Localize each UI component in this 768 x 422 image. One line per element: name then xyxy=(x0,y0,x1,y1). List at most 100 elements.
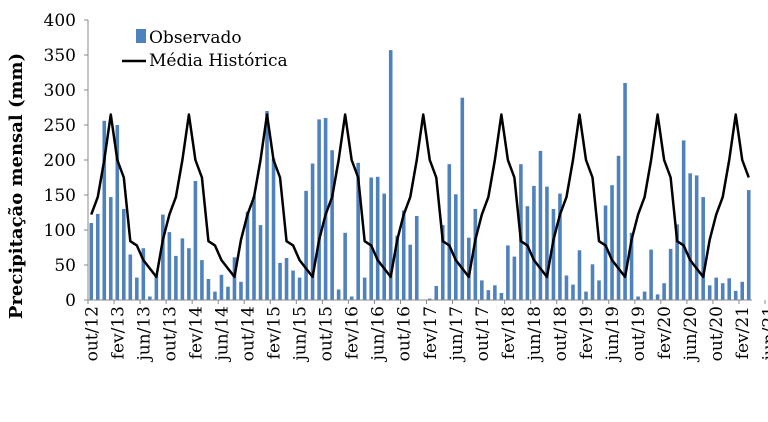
x-tick-label: fev/15 xyxy=(265,306,285,359)
bar-observed xyxy=(694,175,699,300)
y-tick-label: 100 xyxy=(44,221,76,241)
x-tick-label: fev/13 xyxy=(108,306,128,359)
bar-observed xyxy=(558,193,562,300)
bar-observed xyxy=(375,176,380,300)
bar-observed xyxy=(733,290,738,300)
bar-observed xyxy=(564,275,569,300)
bar-observed xyxy=(297,277,302,300)
y-tick-label: 200 xyxy=(44,151,76,171)
bar-observed xyxy=(675,224,679,300)
bar-observed xyxy=(714,277,718,300)
y-tick-label: 150 xyxy=(44,186,76,206)
bar-observed xyxy=(688,173,692,300)
bar-observed xyxy=(551,209,556,300)
bar-observed xyxy=(493,285,497,300)
bar-observed xyxy=(245,211,250,300)
historical-average-line-layer xyxy=(90,113,750,279)
x-tick-label: fev/16 xyxy=(343,306,363,359)
x-tick-label: jun/21 xyxy=(759,306,768,363)
legend-average-label: Média Histórica xyxy=(149,51,288,71)
bar-observed xyxy=(213,291,217,300)
bar-observed xyxy=(161,214,165,300)
bar-observed xyxy=(265,111,269,300)
x-tick-label: out/18 xyxy=(551,306,571,361)
bar-observed xyxy=(95,213,100,300)
bar-observed xyxy=(597,280,601,300)
bar-observed xyxy=(310,163,315,300)
x-tick-label: out/14 xyxy=(238,306,258,361)
x-tick-label: jun/13 xyxy=(134,306,154,363)
x-tick-label: jun/19 xyxy=(603,306,623,363)
bar-observed xyxy=(330,150,334,300)
bar-observed xyxy=(623,83,627,300)
bar-observed xyxy=(219,274,224,300)
x-tick-label: jun/20 xyxy=(681,306,701,363)
bar-observed xyxy=(727,278,732,300)
y-tick-label: 300 xyxy=(44,81,76,101)
bar-observed xyxy=(369,177,373,300)
bar-observed xyxy=(395,235,400,300)
y-axis-label: Precipitação mensal (mm) xyxy=(6,53,27,319)
x-tick-label: jun/18 xyxy=(525,306,545,363)
x-tick-label: fev/19 xyxy=(577,306,597,359)
bar-observed xyxy=(668,248,673,300)
bar-observed xyxy=(649,249,653,300)
bar-observed xyxy=(603,205,608,300)
bar-observed xyxy=(538,150,543,300)
x-tick-label: out/20 xyxy=(707,306,727,361)
bar-observed xyxy=(317,119,321,301)
bar-observed xyxy=(349,296,354,300)
observed-bars xyxy=(89,50,751,301)
bar-observed xyxy=(545,186,549,300)
bar-observed xyxy=(128,254,133,300)
bar-observed xyxy=(454,194,458,300)
bar-observed xyxy=(174,255,178,300)
x-tick-label: fev/20 xyxy=(655,306,675,359)
bar-observed xyxy=(447,164,452,300)
bar-observed xyxy=(571,284,575,300)
bar-observed xyxy=(89,223,94,300)
legend-observed-swatch xyxy=(136,29,146,43)
bar-observed xyxy=(232,257,237,300)
x-tick-label: jun/16 xyxy=(369,306,389,363)
bar-observed xyxy=(356,162,360,300)
x-tick-label: out/13 xyxy=(160,306,180,361)
bar-observed xyxy=(141,248,146,300)
bar-observed xyxy=(532,185,536,300)
x-tick-label: jun/15 xyxy=(291,306,311,363)
bar-observed xyxy=(388,50,393,300)
x-tick-label: fev/18 xyxy=(499,306,519,359)
historical-average-line xyxy=(90,113,750,279)
bar-observed xyxy=(291,270,295,300)
bar-observed xyxy=(473,209,478,300)
y-tick-label: 350 xyxy=(44,46,76,66)
x-tick-label: out/17 xyxy=(473,306,493,361)
bar-observed xyxy=(343,232,347,300)
bar-observed xyxy=(284,258,289,300)
y-tick-label: 50 xyxy=(54,256,76,276)
y-tick-labels: 0 50 100 150 200 250 300 350 400 xyxy=(44,11,76,311)
bar-observed xyxy=(382,193,386,300)
bar-observed xyxy=(258,225,263,300)
y-tick-label: 250 xyxy=(44,116,76,136)
x-tick-label: fev/17 xyxy=(421,306,441,359)
x-tick-label: jun/14 xyxy=(212,306,232,363)
bar-observed xyxy=(200,260,204,300)
bar-observed xyxy=(655,294,660,300)
x-tick-label: out/19 xyxy=(629,306,649,361)
bar-observed xyxy=(525,206,530,300)
bar-observed xyxy=(746,190,751,300)
bar-observed xyxy=(506,245,510,300)
bar-observed xyxy=(108,197,113,300)
bar-observed xyxy=(336,289,341,300)
bar-observed xyxy=(401,210,406,300)
bar-observed xyxy=(590,264,595,300)
x-tick-label: out/16 xyxy=(395,306,415,361)
bar-observed xyxy=(499,293,504,300)
bar-observed xyxy=(252,196,256,300)
bar-observed xyxy=(740,281,745,300)
bar-observed xyxy=(154,274,159,300)
x-tick-label: fev/21 xyxy=(733,306,753,359)
axes xyxy=(84,19,766,304)
